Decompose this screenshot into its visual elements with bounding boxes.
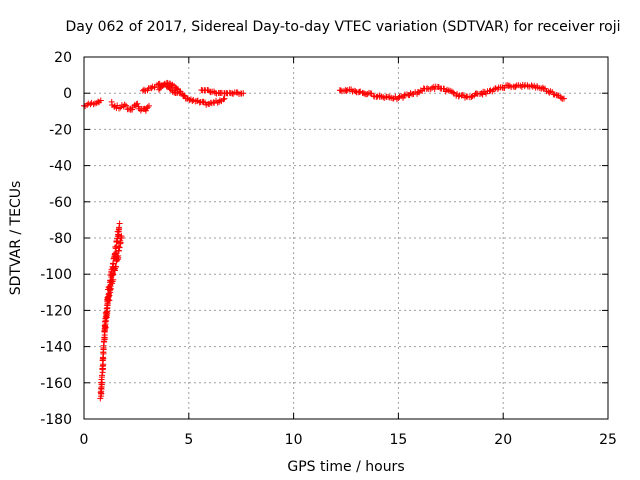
data-points xyxy=(80,79,567,402)
y-tick-label: -100 xyxy=(40,267,72,283)
data-point xyxy=(240,90,247,97)
data-point xyxy=(455,93,462,100)
y-tick-label: 20 xyxy=(54,50,72,66)
data-point xyxy=(90,101,97,108)
data-point xyxy=(117,237,124,244)
data-point xyxy=(99,354,106,361)
data-point xyxy=(558,95,565,102)
y-tick-label: -180 xyxy=(40,412,72,428)
data-point xyxy=(370,92,377,99)
data-point xyxy=(95,98,102,105)
data-point xyxy=(107,286,114,293)
data-point xyxy=(123,102,130,109)
data-point xyxy=(468,93,475,100)
data-point xyxy=(207,89,214,96)
axis-ticks xyxy=(83,56,609,420)
y-tick-label: -60 xyxy=(49,195,72,211)
data-point xyxy=(221,95,228,102)
y-tick-label: -120 xyxy=(40,303,72,319)
data-point xyxy=(110,276,117,283)
x-tick-label: 5 xyxy=(184,432,193,448)
grid xyxy=(84,57,608,419)
x-tick-label: 15 xyxy=(389,432,407,448)
data-point xyxy=(181,92,188,99)
data-point xyxy=(506,82,513,89)
data-point xyxy=(424,85,431,92)
data-point xyxy=(144,104,151,111)
data-point xyxy=(118,235,125,241)
data-point xyxy=(560,95,567,102)
data-point xyxy=(98,374,105,381)
data-point xyxy=(220,96,227,103)
data-point xyxy=(121,101,128,108)
data-point xyxy=(134,100,141,107)
data-point xyxy=(200,98,207,105)
data-point xyxy=(84,101,91,108)
data-point xyxy=(529,83,536,90)
x-tick-label: 0 xyxy=(80,432,89,448)
x-tick-label: 25 xyxy=(599,432,617,448)
data-point xyxy=(343,87,350,94)
data-point xyxy=(116,220,123,227)
chart-title: Day 062 of 2017, Sidereal Day-to-day VTE… xyxy=(65,19,620,35)
y-tick-label: -160 xyxy=(40,376,72,392)
y-tick-label: -20 xyxy=(49,122,72,138)
y-tick-label: -40 xyxy=(49,159,72,175)
data-point xyxy=(367,90,374,97)
data-point xyxy=(103,310,110,317)
y-tick-label: -80 xyxy=(49,231,72,247)
x-tick-label: 10 xyxy=(285,432,303,448)
data-point xyxy=(97,97,104,104)
data-point xyxy=(115,252,122,259)
data-point xyxy=(115,247,122,254)
data-point xyxy=(177,88,184,95)
data-point xyxy=(116,244,123,251)
data-point xyxy=(109,272,116,279)
data-point xyxy=(113,263,120,270)
data-point xyxy=(116,224,123,231)
y-axis-label: SDTVAR / TECUs xyxy=(8,181,24,296)
data-point xyxy=(234,89,241,96)
data-point xyxy=(110,271,117,278)
data-point xyxy=(393,96,400,103)
x-axis-label: GPS time / hours xyxy=(287,459,404,475)
data-point xyxy=(145,102,152,109)
y-tick-labels: 20 0 -20 -40 -60 -80 -100 -120 -140 -160 -180 xyxy=(40,50,72,428)
x-tick-labels: 0 5 10 15 20 25 xyxy=(80,432,617,448)
y-tick-label: -140 xyxy=(40,340,72,356)
data-point xyxy=(109,260,116,267)
data-point xyxy=(450,89,457,96)
y-tick-label: 0 xyxy=(63,86,72,102)
data-point xyxy=(401,92,408,99)
x-tick-label: 20 xyxy=(494,432,512,448)
data-point xyxy=(106,292,113,299)
data-point xyxy=(108,285,115,292)
